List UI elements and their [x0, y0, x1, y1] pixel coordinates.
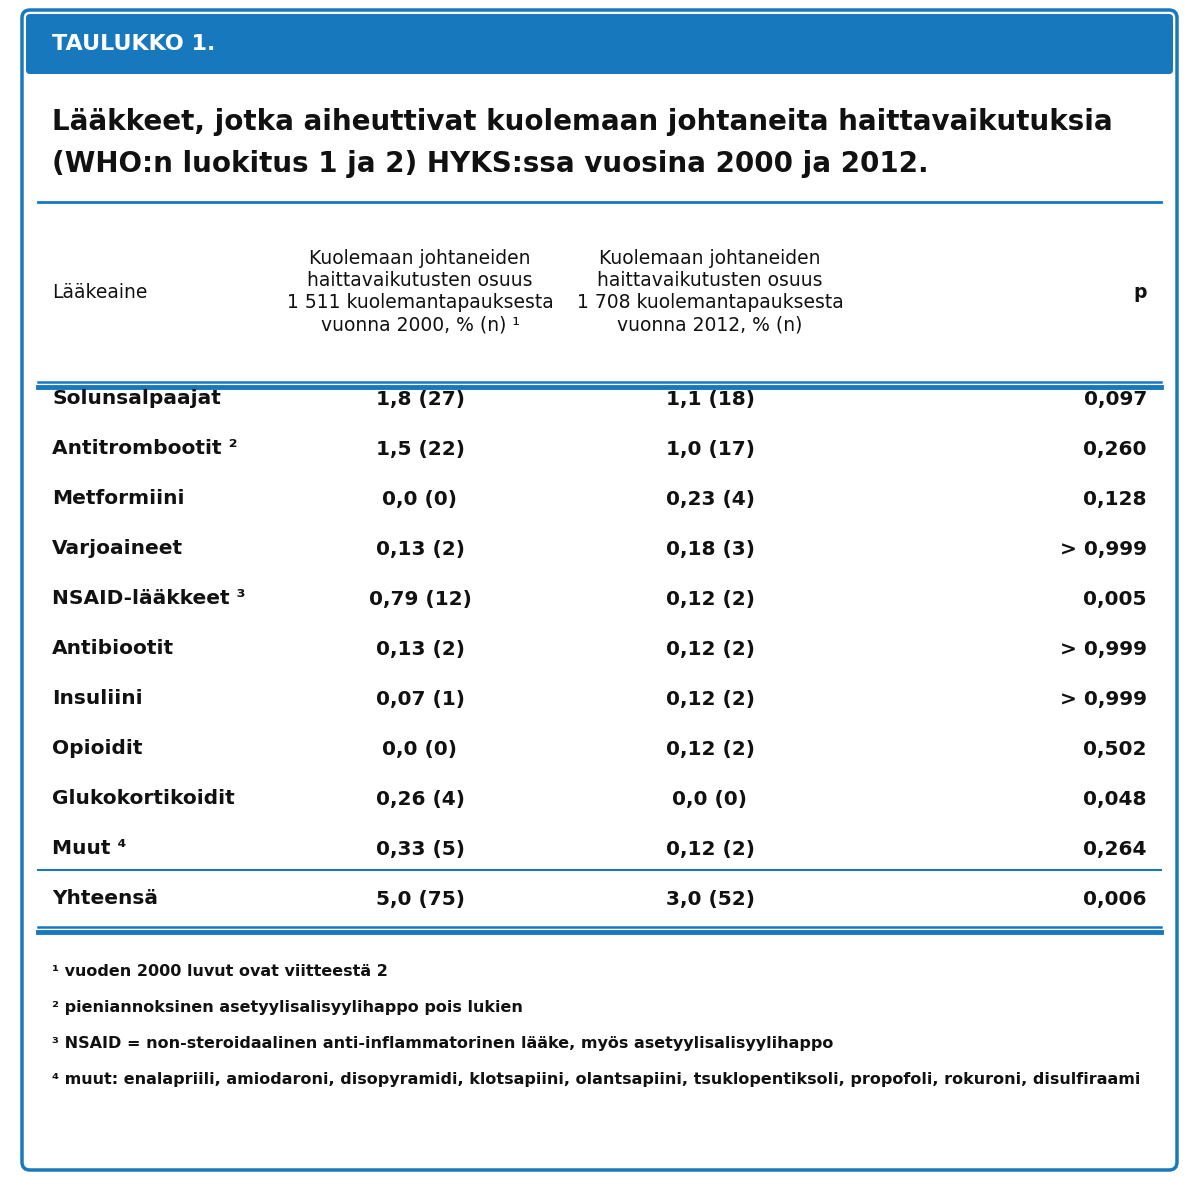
Text: Opioidit: Opioidit	[52, 740, 143, 759]
Text: (WHO:n luokitus 1 ja 2) HYKS:ssa vuosina 2000 ja 2012.: (WHO:n luokitus 1 ja 2) HYKS:ssa vuosina…	[52, 150, 928, 178]
Text: Varjoaineet: Varjoaineet	[52, 539, 183, 558]
Text: Yhteensä: Yhteensä	[52, 890, 158, 909]
Text: 5,0 (75): 5,0 (75)	[375, 890, 464, 909]
Text: 0,097: 0,097	[1084, 389, 1147, 408]
Text: ⁴ muut: enalapriili, amiodaroni, disopyramidi, klotsapiini, olantsapiini, tsuklo: ⁴ muut: enalapriili, amiodaroni, disopyr…	[52, 1071, 1140, 1087]
Text: > 0,999: > 0,999	[1060, 539, 1147, 558]
Text: > 0,999: > 0,999	[1060, 640, 1147, 658]
Text: NSAID-lääkkeet ³: NSAID-lääkkeet ³	[52, 590, 246, 609]
Text: 3,0 (52): 3,0 (52)	[665, 890, 754, 909]
Text: 1,5 (22): 1,5 (22)	[375, 439, 464, 459]
Text: Antibiootit: Antibiootit	[52, 640, 174, 658]
Text: 0,13 (2): 0,13 (2)	[375, 640, 464, 658]
Text: Metformiini: Metformiini	[52, 490, 185, 509]
FancyBboxPatch shape	[22, 9, 1177, 1171]
Text: Muut ⁴: Muut ⁴	[52, 839, 126, 859]
Text: ² pieniannoksinen asetyylisalisyylihappo pois lukien: ² pieniannoksinen asetyylisalisyylihappo…	[52, 999, 523, 1015]
Text: 0,0 (0): 0,0 (0)	[673, 789, 747, 808]
Text: 1,8 (27): 1,8 (27)	[375, 389, 464, 408]
Text: 0,79 (12): 0,79 (12)	[368, 590, 471, 609]
Text: Glukokortikoidit: Glukokortikoidit	[52, 789, 235, 808]
Text: 0,048: 0,048	[1084, 789, 1147, 808]
Text: 0,0 (0): 0,0 (0)	[382, 740, 458, 759]
Text: 0,18 (3): 0,18 (3)	[665, 539, 754, 558]
Text: 0,07 (1): 0,07 (1)	[375, 689, 464, 708]
Text: Solunsalpaajat: Solunsalpaajat	[52, 389, 221, 408]
Text: 0,0 (0): 0,0 (0)	[382, 490, 458, 509]
Text: 0,33 (5): 0,33 (5)	[375, 839, 464, 859]
Text: Kuolemaan johtaneiden
haittavaikutusten osuus
1 511 kuolemantapauksesta
vuonna 2: Kuolemaan johtaneiden haittavaikutusten …	[287, 249, 554, 334]
Text: 0,12 (2): 0,12 (2)	[665, 839, 754, 859]
Text: 0,23 (4): 0,23 (4)	[665, 490, 754, 509]
Text: 0,264: 0,264	[1084, 839, 1147, 859]
Text: 0,006: 0,006	[1084, 890, 1147, 909]
Text: 0,12 (2): 0,12 (2)	[665, 740, 754, 759]
Text: 0,502: 0,502	[1084, 740, 1147, 759]
Text: Antitrombootit ²: Antitrombootit ²	[52, 439, 237, 459]
Text: 0,13 (2): 0,13 (2)	[375, 539, 464, 558]
Text: Lääkkeet, jotka aiheuttivat kuolemaan johtaneita haittavaikutuksia: Lääkkeet, jotka aiheuttivat kuolemaan jo…	[52, 109, 1113, 136]
Text: 0,005: 0,005	[1084, 590, 1147, 609]
Text: Kuolemaan johtaneiden
haittavaikutusten osuus
1 708 kuolemantapauksesta
vuonna 2: Kuolemaan johtaneiden haittavaikutusten …	[577, 249, 843, 334]
FancyBboxPatch shape	[26, 14, 1173, 74]
Text: 0,12 (2): 0,12 (2)	[665, 689, 754, 708]
Text: p: p	[1133, 282, 1147, 302]
Text: ³ NSAID = non-steroidaalinen anti-inflammatorinen lääke, myös asetyylisalisyylih: ³ NSAID = non-steroidaalinen anti-inflam…	[52, 1036, 833, 1051]
Text: Lääkeaine: Lääkeaine	[52, 282, 147, 302]
Text: 1,0 (17): 1,0 (17)	[665, 439, 754, 459]
Text: 0,260: 0,260	[1084, 439, 1147, 459]
Text: ¹ vuoden 2000 luvut ovat viitteestä 2: ¹ vuoden 2000 luvut ovat viitteestä 2	[52, 964, 387, 979]
Text: 0,128: 0,128	[1084, 490, 1147, 509]
Text: Insuliini: Insuliini	[52, 689, 143, 708]
Text: 1,1 (18): 1,1 (18)	[665, 389, 754, 408]
Text: 0,12 (2): 0,12 (2)	[665, 640, 754, 658]
Text: TAULUKKO 1.: TAULUKKO 1.	[52, 34, 216, 54]
Text: 0,26 (4): 0,26 (4)	[375, 789, 464, 808]
Text: 0,12 (2): 0,12 (2)	[665, 590, 754, 609]
Text: > 0,999: > 0,999	[1060, 689, 1147, 708]
